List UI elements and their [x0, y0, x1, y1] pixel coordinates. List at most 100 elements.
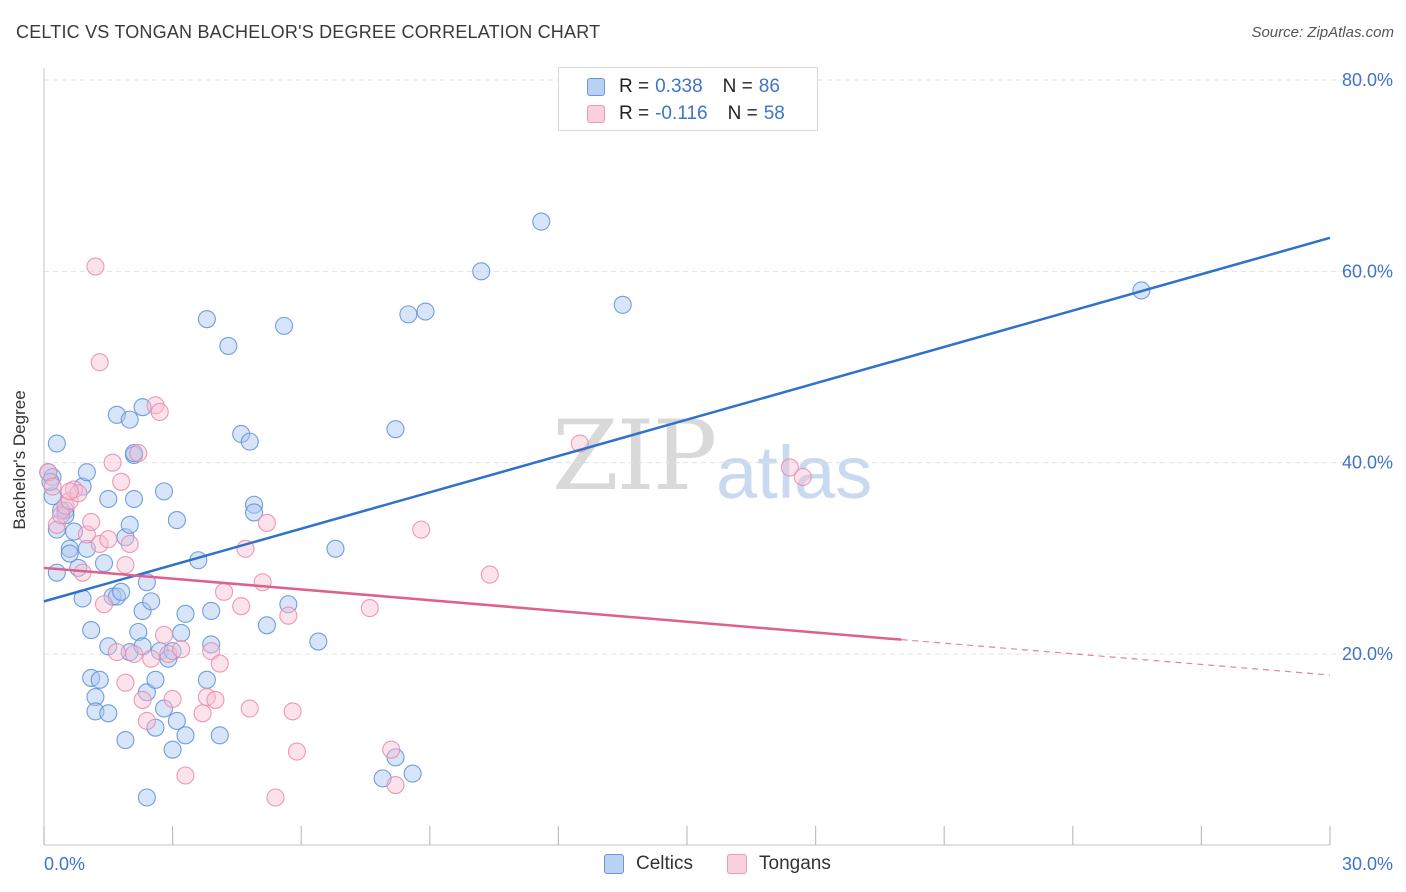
- celtics-legend-swatch: [604, 854, 624, 874]
- x-tick-label: 30.0%: [1342, 854, 1393, 874]
- celtics-point: [472, 262, 491, 281]
- celtics-point: [240, 432, 259, 451]
- celtics-point: [532, 212, 551, 231]
- celtics-point: [176, 726, 195, 745]
- tongans-point: [382, 740, 401, 759]
- tongans-point: [94, 595, 114, 614]
- y-tick-label: 40.0%: [1342, 453, 1393, 473]
- celtics-point: [176, 604, 195, 623]
- tongans-point: [86, 257, 105, 276]
- celtics-point: [94, 554, 114, 573]
- tongans-point: [412, 520, 431, 539]
- celtics-point: [116, 731, 135, 750]
- celtics-point: [47, 563, 66, 582]
- tongans-r-label: R =: [619, 103, 650, 124]
- celtics-r-value: 0.338: [655, 76, 703, 97]
- tongans-point: [154, 625, 174, 644]
- celtics-swatch: [587, 78, 605, 96]
- tongans-point: [210, 654, 229, 673]
- tongans-point: [176, 766, 195, 785]
- celtics-point: [124, 489, 144, 509]
- tongans-point: [60, 482, 79, 501]
- tongans-point: [137, 711, 156, 731]
- tongans-point: [52, 506, 71, 525]
- celtics-point: [167, 511, 186, 530]
- tongans-point: [287, 742, 306, 761]
- tongans-point: [90, 353, 109, 372]
- y-tick-label: 80.0%: [1342, 70, 1393, 90]
- tongans-point: [214, 582, 234, 601]
- celtics-point: [163, 740, 182, 759]
- tongans-point: [90, 534, 109, 554]
- celtics-point: [142, 592, 161, 611]
- watermark-atlas: atlas: [716, 431, 873, 514]
- celtics-point: [99, 489, 118, 509]
- tongans-point: [283, 702, 302, 721]
- tongans-r-value: -0.116: [655, 103, 708, 124]
- celtics-point: [244, 503, 264, 522]
- tongans-point: [133, 690, 152, 709]
- celtics-point: [403, 764, 422, 783]
- celtics-point: [86, 687, 105, 707]
- celtics-n-value: 86: [758, 76, 780, 97]
- celtics-point: [60, 544, 79, 563]
- tongans-trend-line: [43, 566, 902, 641]
- celtics-point: [137, 788, 156, 807]
- celtics-point: [90, 670, 109, 689]
- celtics-point: [167, 711, 186, 731]
- celtics-point: [129, 622, 148, 642]
- tongans-point: [82, 512, 101, 532]
- tongans-point: [206, 690, 225, 709]
- source-label: Source: ZipAtlas.com: [1251, 24, 1394, 41]
- celtics-r-label: R =: [619, 76, 650, 97]
- celtics-point: [275, 316, 294, 335]
- tongans-swatch: [587, 105, 605, 123]
- celtics-point: [120, 410, 139, 429]
- tongans-point: [257, 513, 276, 532]
- celtics-point: [120, 515, 139, 534]
- celtics-point: [112, 582, 131, 601]
- celtics-point: [197, 310, 216, 329]
- tongans-point: [480, 565, 499, 584]
- tongans-point: [202, 642, 221, 661]
- celtics-point: [47, 434, 66, 453]
- bottom-legend-celtics[interactable]: Celtics: [604, 851, 693, 877]
- tongans-point: [232, 597, 251, 616]
- legend-row-tongans: R = -0.116 N = 58: [587, 101, 785, 127]
- tongans-legend-label: Tongans: [759, 853, 831, 874]
- celtics-point: [77, 463, 96, 482]
- tongans-trend-extension: [901, 639, 1331, 676]
- celtics-point: [202, 601, 221, 621]
- celtics-point: [399, 305, 418, 324]
- tongans-point: [124, 644, 144, 664]
- legend-row-celtics: R = 0.338 N = 86: [587, 74, 780, 100]
- celtics-point: [197, 670, 216, 689]
- tongans-point: [360, 599, 379, 618]
- celtics-trend-line: [43, 236, 1331, 603]
- tongans-point: [793, 467, 812, 487]
- tongans-n-label: N =: [727, 103, 758, 124]
- tongans-point: [39, 463, 58, 482]
- tongans-point: [116, 673, 135, 692]
- tongans-legend-swatch: [727, 854, 747, 874]
- tongans-point: [253, 573, 272, 592]
- tongans-point: [780, 458, 799, 477]
- celtics-point: [124, 444, 144, 463]
- tongans-point: [107, 643, 126, 662]
- tongans-point: [112, 472, 131, 491]
- celtics-point: [82, 621, 101, 640]
- celtics-point: [244, 495, 264, 514]
- tongans-point: [142, 649, 161, 668]
- celtics-point: [43, 487, 62, 506]
- celtics-point: [309, 632, 328, 651]
- celtics-point: [386, 420, 405, 439]
- tongans-n-value: 58: [763, 103, 785, 124]
- bottom-legend-tongans[interactable]: Tongans: [727, 851, 831, 877]
- x-tick-label: 0.0%: [44, 854, 85, 874]
- tongans-point: [150, 402, 169, 422]
- correlation-legend: R = 0.338 N = 86 R = -0.116 N = 58: [558, 67, 818, 131]
- tongans-point: [163, 689, 182, 709]
- celtics-point: [146, 670, 165, 689]
- tongans-point: [129, 444, 148, 463]
